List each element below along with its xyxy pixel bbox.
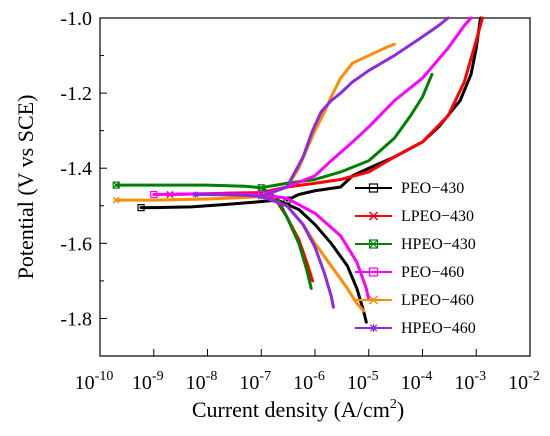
series-hpeo-460 [192,16,450,309]
series-point [112,196,120,204]
legend-item: PEO−460 [355,264,464,281]
legend-item: HPEO−460 [355,320,476,337]
series-line-cathodic [152,192,371,302]
x-axis: 10-10 10-9 10-8 10-7 10-6 10-5 10-4 10-3 10-2 [75,349,540,394]
x-tick-label: 10-4 [401,369,433,394]
series-line-anodic [259,16,484,195]
x-tick-label: 10-3 [454,369,486,394]
legend-marker [368,267,379,277]
series-line-cathodic [194,193,335,309]
legend-item: HPEO−430 [355,236,476,253]
series-layer [112,16,484,324]
legend-marker [368,211,379,221]
legend-item: PEO−430 [355,180,464,197]
legend-label: HPEO−430 [401,236,476,253]
x-tick-label: 10-6 [293,369,325,394]
y-tick-label: -1.8 [60,308,92,330]
legend-label: PEO−430 [401,180,464,197]
series-point [258,193,265,200]
x-tick-label: 10-8 [186,369,218,394]
x-tick-label: 10-10 [75,369,114,394]
legend-label: HPEO−460 [401,320,476,337]
x-tick-label: 10-5 [347,369,379,394]
series-point [192,191,199,198]
legend-label: PEO−460 [401,264,464,281]
y-tick-label: -1.0 [60,8,92,30]
legend-marker [368,239,379,249]
legend-label: LPEO−430 [401,208,474,225]
y-axis-title: Potential (V vs SCE) [13,95,38,280]
legend-marker [368,183,379,193]
legend-marker [368,295,379,305]
series-peo-460 [150,16,473,302]
y-tick-label: -1.2 [60,83,92,105]
x-tick-label: 10-9 [132,369,164,394]
legend-item: LPEO−430 [355,208,474,225]
x-tick-label: 10-2 [508,369,540,394]
legend-marker [369,324,378,332]
series-point [137,204,145,212]
series-hpeo-430 [112,72,434,290]
series-point [150,190,158,199]
y-tick-label: -1.6 [60,233,92,255]
series-point [112,181,120,189]
legend: PEO−430 LPEO−430 HPEO−430 PEO−460 LPEO−460 HP… [355,180,476,337]
x-axis-title: Current density (A/cm2) [192,397,404,422]
y-tick-label: -1.4 [60,158,92,180]
legend-label: LPEO−460 [401,292,474,309]
series-point [257,184,265,192]
x-tick-label: 10-7 [239,369,271,394]
series-line-anodic [259,16,473,197]
legend-item: LPEO−460 [355,292,474,309]
series-line-cathodic [139,198,368,324]
series-line-anodic [259,16,450,198]
y-axis: -1.8 -1.6 -1.4 -1.2 -1.0 [60,8,107,357]
series-line-cathodic [114,194,366,313]
